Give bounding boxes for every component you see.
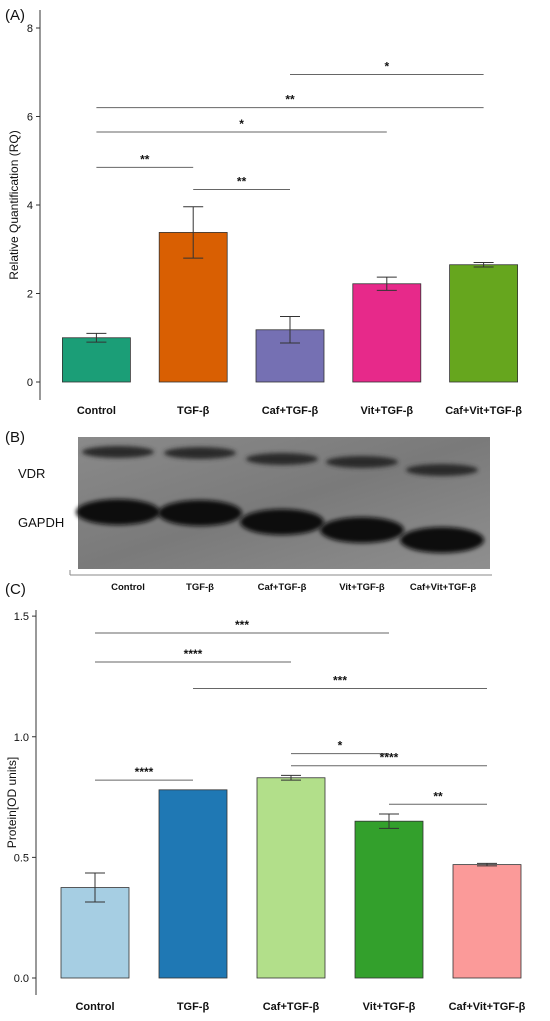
band-gapdh bbox=[76, 499, 160, 525]
significance-label: * bbox=[338, 739, 343, 753]
bar bbox=[354, 820, 424, 979]
bar bbox=[60, 887, 130, 979]
y-tick-label: 1.0 bbox=[14, 732, 29, 744]
x-category-label: Control bbox=[75, 1001, 114, 1013]
band-gapdh bbox=[400, 527, 484, 553]
y-tick-label: 4 bbox=[27, 200, 33, 212]
x-category-label: Caf+Vit+TGF-β bbox=[449, 1001, 526, 1013]
y-axis-title: Relative Quantification (RQ) bbox=[7, 130, 21, 279]
y-tick-label: 6 bbox=[27, 112, 33, 124]
chart-c-protein: 0.0 0.5 1.0 1.5 Protein[OD units] Control TGF-… bbox=[5, 610, 526, 1013]
blot-lane-label: TGF-β bbox=[186, 582, 214, 593]
significance-label: *** bbox=[235, 618, 249, 632]
y-tick-label: 0 bbox=[27, 377, 33, 389]
x-category-label: Vit+TGF-β bbox=[363, 1001, 416, 1013]
x-category-label: Caf+Vit+TGF-β bbox=[445, 405, 522, 417]
y-axis-title: Protein[OD units] bbox=[5, 757, 19, 848]
significance-label: ** bbox=[433, 789, 443, 803]
y-tick-label: 8 bbox=[27, 23, 33, 35]
band-gapdh bbox=[240, 509, 324, 535]
x-category-label: Caf+TGF-β bbox=[263, 1001, 320, 1013]
band-vdr bbox=[326, 456, 398, 468]
panel-label-c: (C) bbox=[5, 581, 26, 598]
x-category-label: Caf+TGF-β bbox=[262, 405, 319, 417]
significance-label: ** bbox=[285, 93, 295, 107]
significance-label: ** bbox=[140, 152, 150, 166]
blot-lane-label: Caf+TGF-β bbox=[258, 582, 307, 593]
blot-lane-label: Caf+Vit+TGF-β bbox=[410, 582, 477, 593]
band-vdr bbox=[246, 453, 318, 465]
bar bbox=[158, 789, 228, 979]
y-tick-label: 2 bbox=[27, 289, 33, 301]
y-tick-label: 0.5 bbox=[14, 852, 29, 864]
panel-label-a: (A) bbox=[5, 7, 25, 24]
significance-label: * bbox=[384, 59, 389, 73]
x-category-label: Vit+TGF-β bbox=[360, 405, 413, 417]
bar bbox=[256, 777, 326, 979]
band-label-vdr: VDR bbox=[18, 466, 45, 481]
band-vdr bbox=[406, 464, 478, 476]
bar bbox=[452, 864, 522, 979]
x-category-label: TGF-β bbox=[177, 405, 210, 417]
band-vdr bbox=[164, 447, 236, 459]
bar bbox=[62, 337, 131, 383]
blot-lane-label: Control bbox=[111, 582, 145, 593]
bar bbox=[352, 283, 422, 383]
band-gapdh bbox=[320, 517, 404, 543]
x-category-label: TGF-β bbox=[177, 1001, 210, 1013]
blot-bands bbox=[76, 446, 484, 553]
band-vdr bbox=[82, 446, 154, 458]
bar bbox=[449, 264, 519, 383]
blot-lane-label: Vit+TGF-β bbox=[339, 582, 385, 593]
y-tick-label: 1.5 bbox=[14, 611, 29, 623]
x-category-label: Control bbox=[77, 405, 116, 417]
significance-label: *** bbox=[333, 674, 347, 688]
band-gapdh bbox=[158, 500, 242, 526]
significance-label: **** bbox=[135, 765, 154, 779]
chart-a-rq: 0 2 4 6 8 Relative Quantification (RQ) Control… bbox=[7, 10, 522, 417]
western-blot: VDR GAPDH Control TGF-β Caf+TGF-β Vit+TG… bbox=[18, 437, 492, 593]
significance-label: * bbox=[239, 117, 244, 131]
band-label-gapdh: GAPDH bbox=[18, 515, 64, 530]
significance-label: ** bbox=[237, 175, 247, 189]
significance-label: **** bbox=[184, 647, 203, 661]
significance-label: **** bbox=[380, 751, 399, 765]
y-tick-label: 0.0 bbox=[14, 973, 29, 985]
panel-label-b: (B) bbox=[5, 429, 25, 446]
